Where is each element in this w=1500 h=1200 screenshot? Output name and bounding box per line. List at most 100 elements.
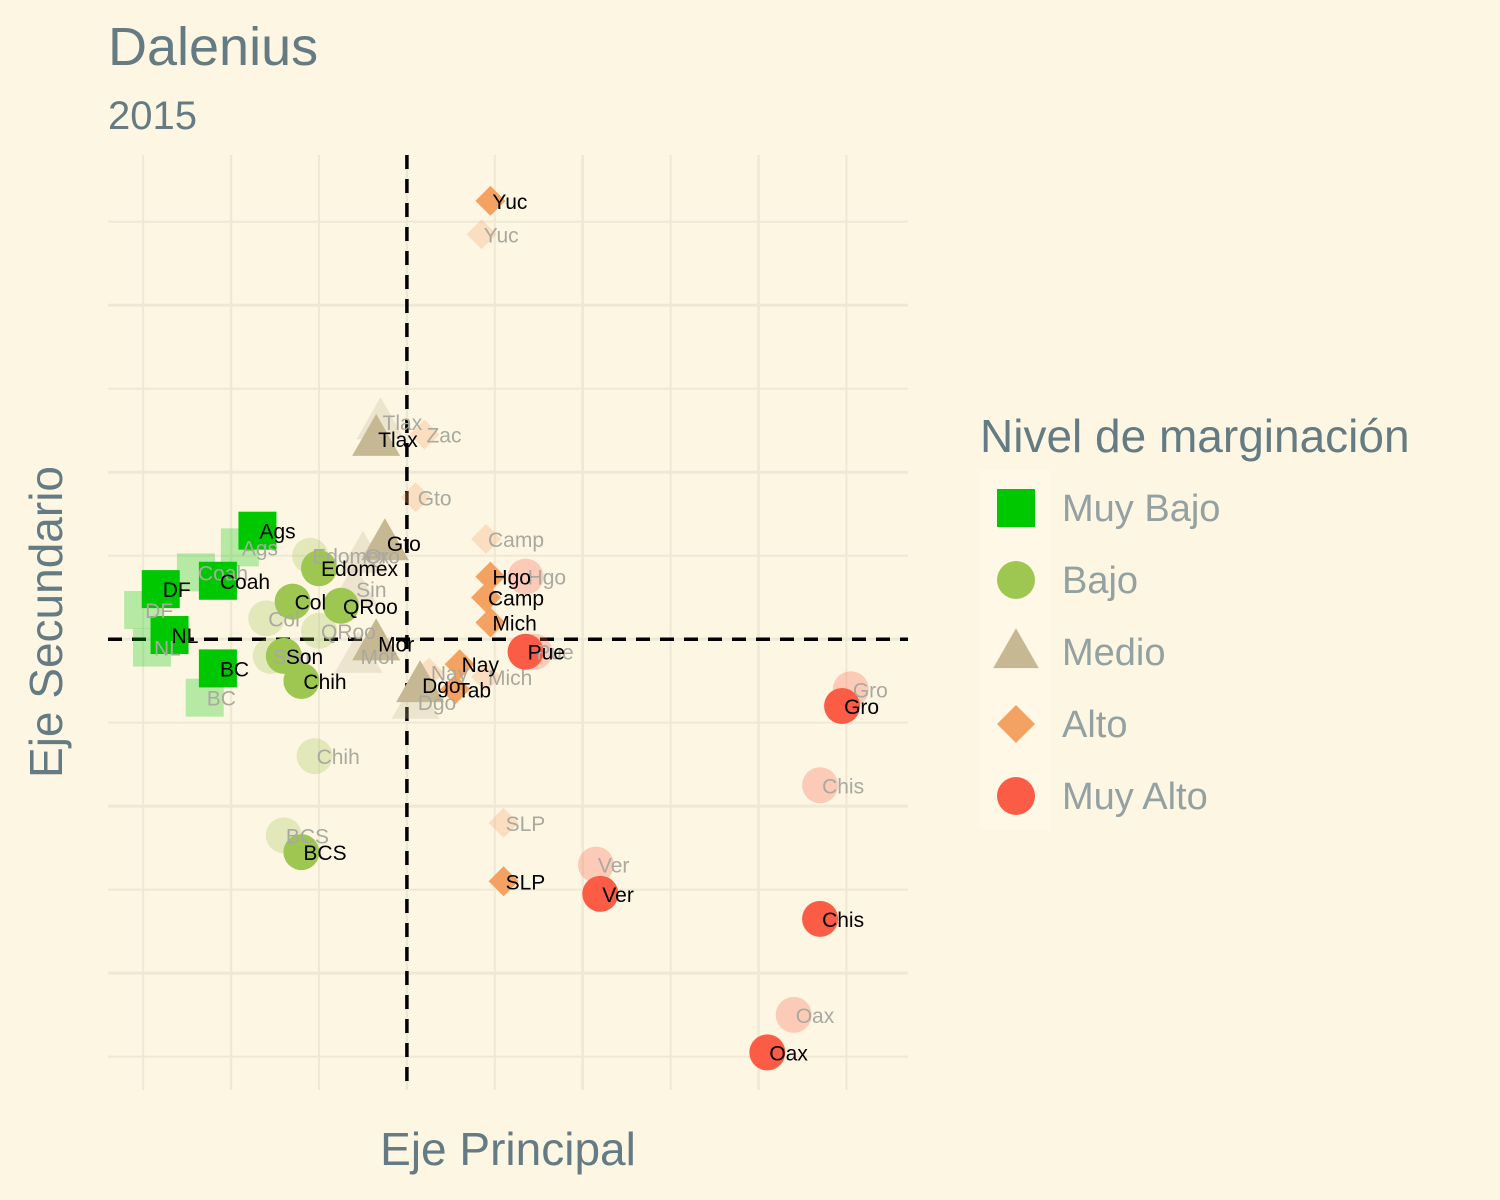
point-label-oax: Oax (769, 1042, 808, 1065)
point-marker-oax (749, 1034, 786, 1071)
point-marker-col (274, 583, 311, 620)
point-label-col: Col (268, 608, 300, 631)
point-marker-camp (471, 524, 502, 555)
point-marker-hgo (507, 558, 544, 595)
point-label-tab: Tab (457, 679, 491, 702)
point-marker-oax (775, 996, 812, 1033)
legend: Nivel de marginación Muy Bajo Bajo Medio Al… (980, 410, 1410, 830)
point-label-yuc: Yuc (484, 224, 519, 247)
legend-item-bajo: Bajo (997, 560, 1138, 602)
point-label-tlax: Tlax (378, 429, 418, 452)
point-marker-ver (582, 875, 619, 912)
legend-label: Alto (1062, 704, 1127, 746)
legend-item-medio: Medio (993, 628, 1166, 674)
point-marker-chis (802, 900, 839, 937)
legend-label: Muy Bajo (1062, 488, 1220, 530)
point-marker-coah (198, 561, 237, 600)
marks (124, 185, 869, 1071)
point-label-nay: Nay (462, 654, 500, 677)
legend-item-alto: Alto (997, 704, 1127, 746)
point-label-tlax: Tlax (383, 412, 423, 435)
point-marker-dgo (396, 660, 445, 703)
point-label-chih: Chih (317, 746, 360, 769)
point-label-qro: Qro (365, 546, 400, 569)
point-label-chis: Chis (822, 909, 864, 932)
point-label-mor: Mor (378, 633, 414, 656)
point-label-df: DF (145, 600, 173, 623)
point-marker-mich (471, 661, 502, 692)
point-marker-edomex (300, 550, 337, 587)
point-label-ags: Ags (242, 537, 278, 560)
legend-label: Medio (1062, 632, 1166, 674)
point-marker-bc (198, 649, 237, 688)
legend-key-muy-alto (997, 777, 1035, 815)
point-marker-tlax (352, 413, 401, 456)
point-marker-gto (400, 482, 431, 513)
point-label-gro: Gro (853, 679, 888, 702)
point-marker-mich (475, 607, 506, 638)
point-marker-col (248, 600, 285, 637)
point-label-nay: Nay (431, 663, 469, 686)
point-marker-gro (824, 687, 861, 724)
point-marker-qroo (322, 587, 359, 624)
point-label-ags: Ags (259, 521, 295, 544)
point-label-dgo: Dgo (422, 675, 461, 698)
point-label-edomex: Edomex (312, 546, 390, 569)
point-label-mich: Mich (488, 667, 532, 690)
point-label-bc: BC (207, 688, 236, 711)
point-marker-slp (488, 807, 519, 838)
x-axis-title: Eje Principal (380, 1123, 636, 1175)
point-marker-qro (338, 530, 387, 573)
point-label-bcs: BCS (286, 825, 329, 848)
point-label-chih: Chih (303, 671, 346, 694)
point-label-sin: Sin (356, 579, 386, 602)
point-label-gto: Gto (418, 487, 452, 510)
point-label-bcs: BCS (303, 842, 346, 865)
point-marker-zac (409, 419, 440, 450)
legend-item-muy-bajo: Muy Bajo (997, 488, 1220, 530)
point-label-mor: Mor (361, 646, 397, 669)
point-label-bc: BC (220, 658, 249, 681)
point-label-chis: Chis (822, 775, 864, 798)
point-label-camp: Camp (488, 529, 544, 552)
point-marker-hgo (475, 561, 506, 592)
point-label-qroo: QRoo (343, 596, 398, 619)
point-label-gro: Gro (844, 696, 879, 719)
point-marker-chis (802, 767, 839, 804)
point-marker-slp (488, 866, 519, 897)
point-label-mich: Mich (492, 613, 536, 636)
point-label-col: Col (295, 592, 327, 615)
legend-item-muy-alto: Muy Alto (997, 776, 1208, 818)
point-marker-pue (507, 633, 544, 670)
point-label-slp: SLP (506, 871, 546, 894)
point-marker-df (141, 570, 180, 609)
legend-key-bajo (997, 561, 1035, 599)
point-marker-camp (471, 582, 502, 613)
point-marker-nay (444, 649, 475, 680)
chart-subtitle: 2015 (108, 94, 197, 138)
point-label-hgo: Hgo (528, 567, 567, 590)
point-marker-chih (296, 738, 333, 775)
legend-key-alto (997, 705, 1035, 743)
y-axis-title: Eje Secundario (20, 466, 72, 778)
chart-title: Dalenius (108, 17, 319, 77)
point-label-df: DF (163, 579, 191, 602)
point-marker-qroo (300, 612, 337, 649)
legend-key-medio (993, 628, 1039, 669)
point-label-pue: Pue (528, 642, 565, 665)
point-label-zac: Zac (426, 425, 461, 448)
point-marker-chih (283, 662, 320, 699)
point-marker-nl (150, 616, 189, 655)
legend-label: Bajo (1062, 560, 1138, 602)
legend-title: Nivel de marginación (980, 410, 1410, 462)
legend-key-muy-bajo (997, 489, 1035, 527)
point-label-pue: Pue (536, 642, 573, 665)
point-label-gto: Gto (387, 533, 421, 556)
point-label-qroo: QRoo (321, 621, 376, 644)
point-marker-son (265, 637, 302, 674)
point-label-son: Son (286, 646, 323, 669)
point-label-coah: Coah (220, 571, 270, 594)
point-label-oax: Oax (796, 1005, 835, 1028)
point-marker-yuc (466, 219, 497, 250)
